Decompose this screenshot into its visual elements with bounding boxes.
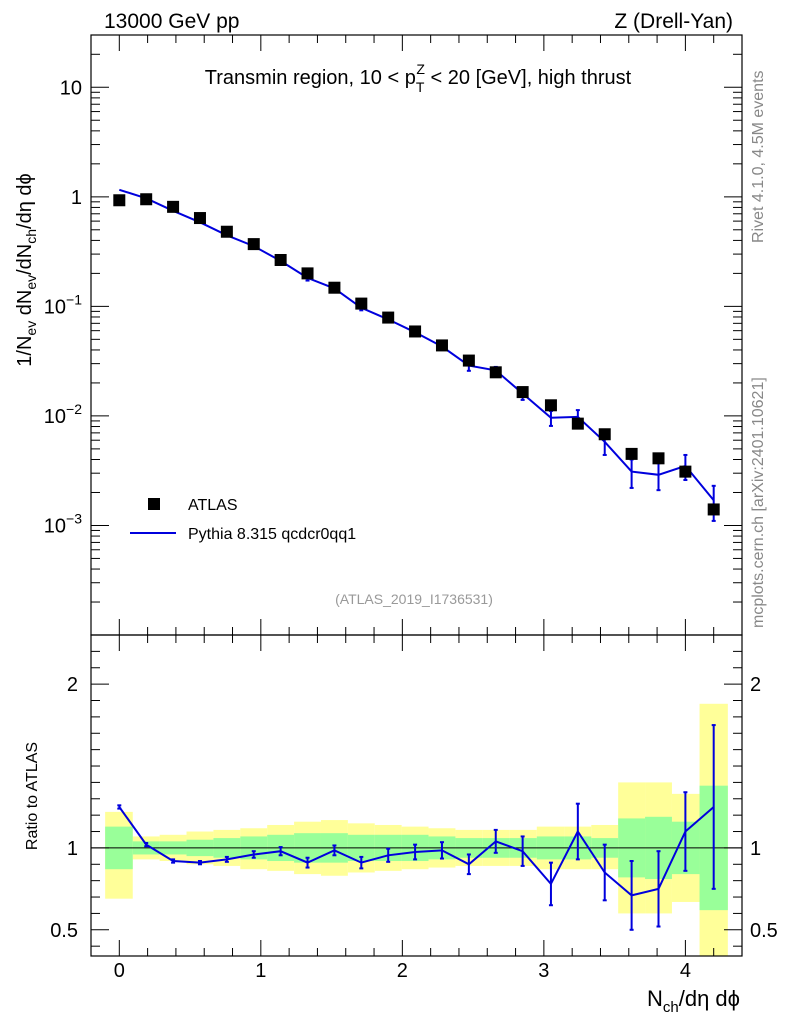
mcplots-label: mcplots.cern.ch [arXiv:2401.10621] [750, 377, 767, 628]
atlas-data-point [571, 417, 584, 430]
atlas-data-point [355, 297, 368, 310]
atlas-data-point [140, 193, 153, 206]
atlas-data-point [220, 225, 233, 238]
main-y-axis-label: 1/Nev dNev/dNch/dη dϕ [14, 173, 39, 366]
atlas-data-point [489, 366, 502, 379]
legend-atlas-marker [148, 498, 160, 510]
ratio-y-tick-label-right: 0.5 [750, 920, 778, 942]
ratio-frame [90, 634, 743, 957]
ratio-y-tick-label: 0.5 [50, 920, 78, 942]
atlas-data-point [598, 428, 611, 441]
atlas-data-point [679, 465, 692, 478]
main-y-tick-label: 1 [71, 187, 82, 209]
atlas-data-point [328, 281, 341, 294]
main-y-tick-label: 10−3 [44, 510, 82, 537]
atlas-data-point [462, 354, 475, 367]
ratio-axis-ticks: 0 1 2 3 4 2 2 1 1 0.5 0.5 [50, 635, 778, 982]
atlas-data-point [167, 200, 180, 213]
atlas-data-point [274, 253, 287, 266]
ratio-y-tick-label-right: 1 [750, 838, 761, 860]
atlas-data-point [193, 212, 206, 225]
atlas-data-point [516, 386, 529, 399]
atlas-data-point [113, 194, 126, 207]
header-left: 13000 GeV pp [104, 10, 239, 33]
atlas-data-point [707, 503, 720, 516]
ratio-panel [91, 703, 742, 956]
atlas-data-point [247, 238, 260, 251]
analysis-id-label: (ATLAS_2019_I1736531) [335, 591, 493, 607]
main-y-tick-label: 10−1 [44, 291, 82, 318]
ratio-y-tick-label: 2 [67, 674, 78, 696]
legend: ATLAS Pythia 8.315 qcdcr0qq1 [130, 497, 356, 543]
legend-pythia-label: Pythia 8.315 qcdcr0qq1 [188, 526, 356, 543]
x-tick-label: 2 [397, 960, 408, 982]
x-tick-label: 3 [538, 960, 549, 982]
ratio-y-tick-label: 1 [67, 838, 78, 860]
x-tick-label: 0 [114, 960, 125, 982]
x-tick-label: 1 [255, 960, 266, 982]
main-panel [113, 188, 720, 522]
atlas-data-point [301, 267, 314, 280]
main-title: Transmin region, 10 < pTZ < 20 [GeV], hi… [205, 61, 632, 95]
atlas-data-point [544, 399, 557, 412]
atlas-data-point [625, 447, 638, 460]
atlas-data-point [382, 311, 395, 324]
ratio-y-tick-label-right: 2 [750, 674, 761, 696]
legend-atlas-label: ATLAS [188, 497, 238, 514]
atlas-data-point [409, 325, 422, 338]
main-y-tick-label: 10−2 [44, 401, 82, 428]
ratio-y-axis-label: Ratio to ATLAS [24, 742, 41, 850]
header-right: Z (Drell-Yan) [614, 10, 733, 33]
rivet-version-label: Rivet 4.1.0, 4.5M events [750, 70, 767, 243]
main-y-tick-label: 10 [60, 77, 82, 99]
main-axis-ticks: 10 1 10−1 10−2 10−3 [44, 34, 743, 636]
atlas-data-point [652, 452, 665, 465]
atlas-data-point [435, 339, 448, 352]
x-axis-label: Nch/dη dϕ [647, 986, 740, 1016]
x-tick-label: 4 [680, 960, 691, 982]
pythia-line [118, 188, 715, 501]
